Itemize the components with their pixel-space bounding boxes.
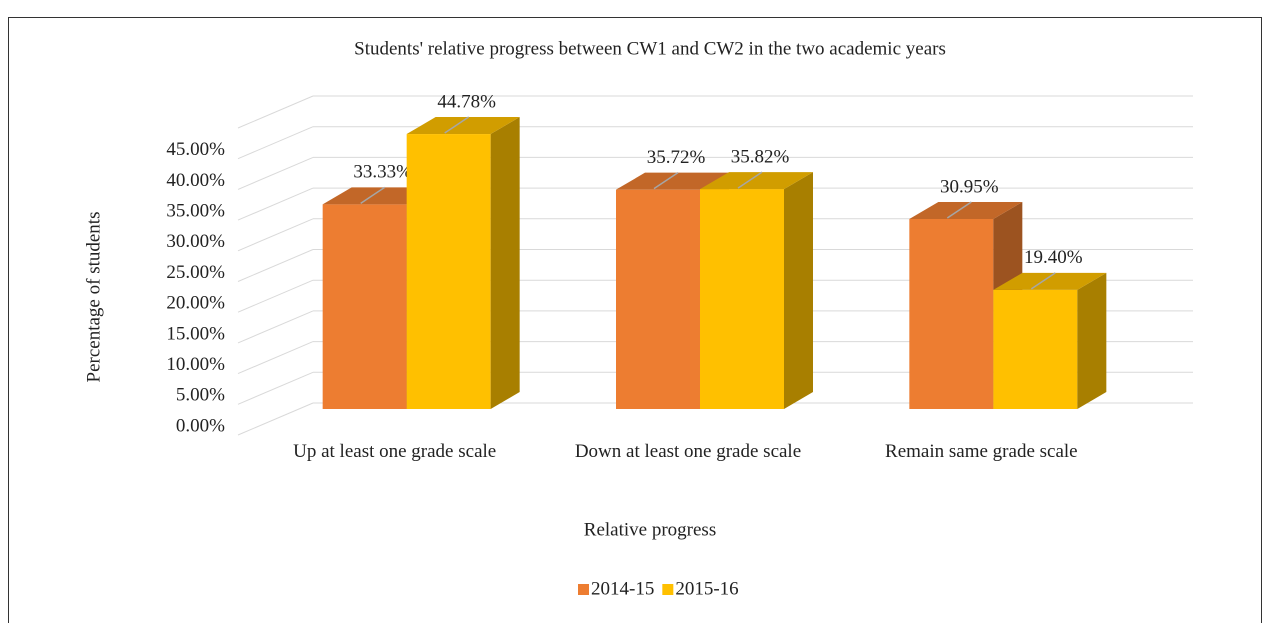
x-tick-label: Remain same grade scale (885, 441, 1078, 462)
bar-front (616, 189, 700, 409)
side-grid-line (237, 126, 314, 160)
bar (406, 117, 520, 410)
wall-top-side (237, 95, 314, 129)
y-tick-label: 30.00% (166, 231, 225, 252)
side-grid-line (237, 249, 314, 282)
y-tick-label: 15.00% (166, 323, 225, 344)
bar-front (909, 218, 994, 409)
legend-label: 2014-15 (591, 578, 654, 599)
label-leader (1030, 272, 1056, 290)
side-grid-line (237, 341, 314, 375)
bar-top (616, 172, 729, 190)
y-axis-title: Percentage of students (83, 212, 104, 383)
x-tick-line: Up at least one grade scale (293, 441, 496, 462)
bar (993, 272, 1107, 409)
y-tick-label: 20.00% (166, 293, 225, 314)
bar-side (1077, 272, 1107, 409)
bar-front (322, 204, 407, 409)
label-leader (653, 172, 679, 190)
value-label: 19.40% (1024, 247, 1083, 268)
bar-top (909, 201, 1023, 219)
y-tick-label: 5.00% (176, 385, 225, 406)
bar-side (784, 172, 813, 409)
side-grid-line (237, 279, 314, 313)
side-grid-line (237, 310, 314, 344)
x-tick-label: Up at least one grade scale (293, 441, 496, 462)
bar-top (993, 272, 1107, 290)
y-tick-label: 10.00% (166, 354, 225, 375)
value-label: 35.82% (731, 146, 790, 167)
bar-front (993, 289, 1078, 409)
side-grid-line (237, 156, 314, 190)
legend-swatch (662, 584, 674, 595)
side-grid-line (237, 218, 314, 252)
side-grid-line (237, 187, 314, 221)
label-leader (444, 116, 470, 134)
y-tick-label: 35.00% (166, 200, 225, 221)
chart-title: Students' relative progress between CW1 … (354, 38, 946, 59)
y-tick-label: 40.00% (166, 170, 225, 191)
bar-side (490, 117, 520, 410)
x-tick-label: Down at least one grade scale (575, 441, 801, 462)
label-leader (946, 201, 972, 219)
x-tick-line: Remain same grade scale (885, 441, 1078, 462)
y-tick-label: 45.00% (166, 139, 225, 160)
bar-front (700, 189, 784, 409)
side-grid-line (237, 371, 314, 405)
bar-front (406, 134, 491, 410)
label-leader (737, 171, 763, 189)
bar-top (700, 172, 813, 190)
value-label: 44.78% (437, 91, 496, 112)
x-tick-line: Down at least one grade scale (575, 441, 801, 462)
side-grid-line (237, 402, 314, 436)
y-tick-label: 0.00% (176, 415, 225, 436)
bar-top (406, 117, 520, 135)
legend-label: 2015-16 (675, 578, 738, 599)
value-label: 33.33% (353, 162, 412, 183)
value-label: 35.72% (647, 147, 706, 168)
y-tick-label: 25.00% (166, 262, 225, 283)
label-leader (360, 186, 386, 204)
value-label: 30.95% (940, 176, 999, 197)
legend-swatch (578, 584, 589, 595)
x-axis-title: Relative progress (584, 519, 716, 540)
bar (700, 172, 813, 409)
